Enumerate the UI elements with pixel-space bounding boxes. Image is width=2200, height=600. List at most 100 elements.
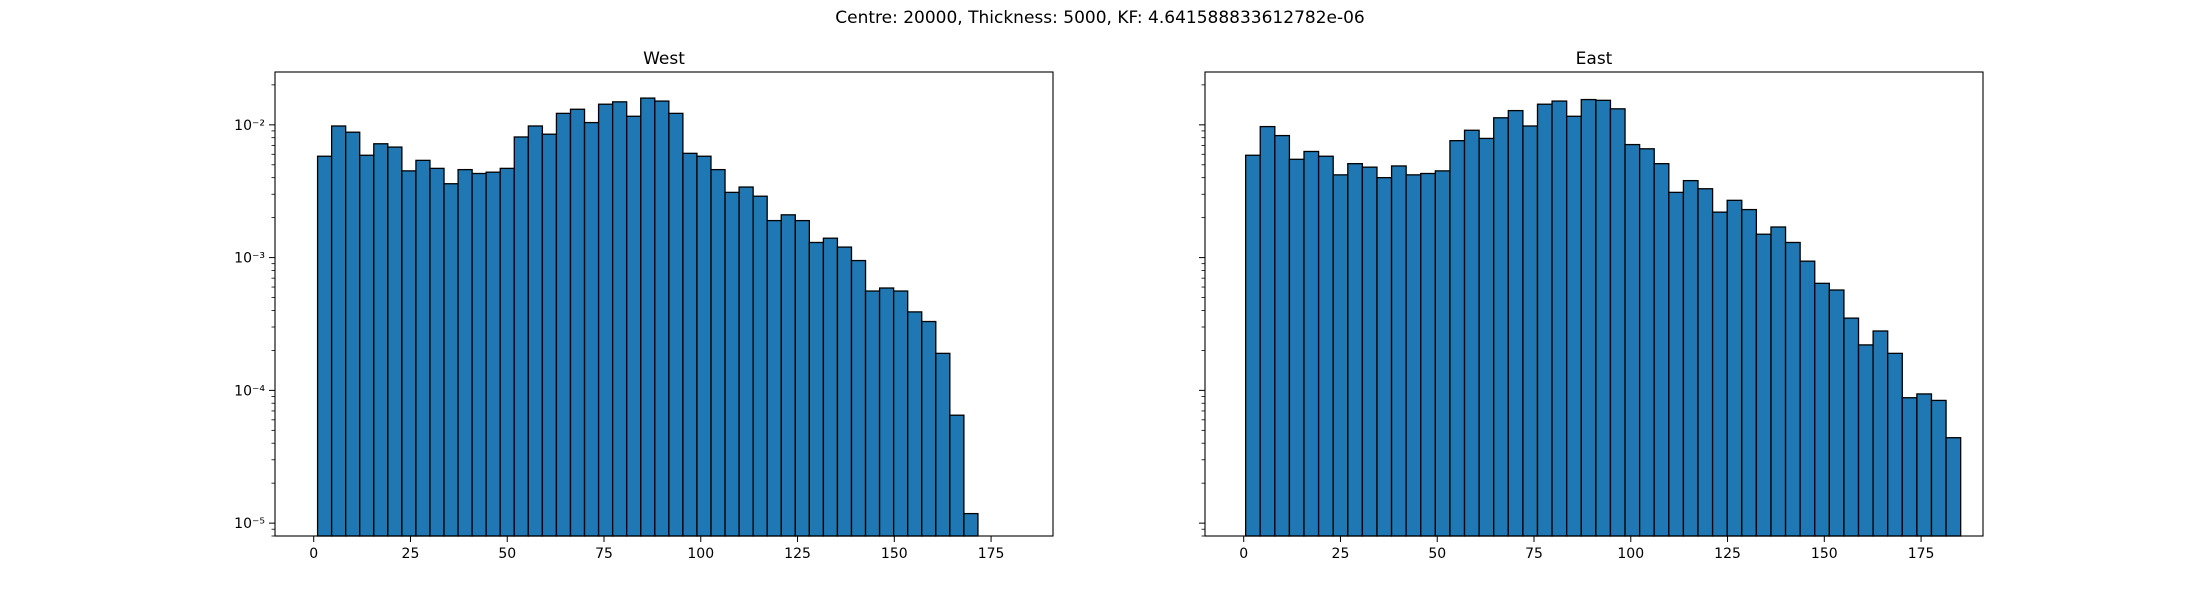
- histogram-bar: [963, 512, 979, 537]
- x-tick-label: 100: [687, 546, 714, 562]
- histogram-bar: [555, 112, 572, 537]
- histogram-bar: [415, 159, 431, 537]
- histogram-bar: [597, 103, 614, 537]
- histogram-bar: [1463, 129, 1480, 537]
- histogram-bar: [1493, 117, 1509, 537]
- histogram-bar: [316, 155, 333, 537]
- x-tick-label: 75: [1525, 546, 1543, 562]
- histogram-bar: [1638, 148, 1655, 537]
- y-tick-label: 10⁻⁴: [234, 383, 265, 399]
- histogram-bar: [541, 133, 558, 537]
- x-tick-label: 25: [1332, 546, 1350, 562]
- histogram-bar: [513, 136, 529, 537]
- histogram-bar: [1259, 125, 1276, 537]
- histogram-bar: [892, 290, 909, 537]
- histogram-bar: [836, 246, 853, 537]
- histogram-bar: [1799, 260, 1816, 537]
- histogram-bar: [1522, 125, 1539, 537]
- histogram-bar: [345, 131, 361, 537]
- histogram-bar: [583, 121, 600, 537]
- histogram-bar: [1420, 172, 1436, 537]
- subplot-west: West 0 25 50 75 100 125 150 175 10⁻⁵ 10⁻⁴ 10⁻³ 10⁻²: [234, 49, 1054, 562]
- histogram-bar: [1595, 99, 1612, 537]
- histogram-bar: [1945, 437, 1962, 537]
- histogram-bar: [1317, 155, 1334, 537]
- histogram-bar: [850, 259, 867, 537]
- histogram-bar: [1901, 397, 1918, 537]
- histogram-bar: [387, 146, 403, 537]
- histogram-bar: [499, 167, 515, 537]
- histogram-bar: [1784, 241, 1801, 537]
- axes-frame: [1204, 71, 1984, 537]
- x-tick-label: 50: [1428, 546, 1446, 562]
- histogram-bar: [1653, 163, 1670, 537]
- histogram-bar: [640, 97, 656, 537]
- histogram-bar: [1288, 158, 1305, 537]
- histogram-bar: [611, 101, 628, 537]
- histogram-bar: [401, 170, 417, 537]
- x-tick-label: 175: [978, 546, 1005, 562]
- histogram-bar: [794, 219, 810, 537]
- histogram-bar: [1551, 100, 1568, 537]
- histogram-bar: [1507, 109, 1524, 537]
- histogram-bar: [527, 125, 544, 537]
- histogram-bar: [1682, 179, 1699, 537]
- histogram-bar: [1376, 177, 1393, 537]
- histogram-bar: [1609, 108, 1626, 537]
- figure-suptitle: Centre: 20000, Thickness: 5000, KF: 4.64…: [835, 8, 1365, 28]
- x-tick-label: 25: [402, 546, 420, 562]
- subplot-east: East 0 25 50 75 100 125 150 175: [1199, 49, 1984, 562]
- histogram-bar: [1697, 188, 1714, 537]
- histogram-bar: [1828, 289, 1845, 537]
- histogram-bar: [1536, 103, 1553, 537]
- histogram-bar: [780, 214, 796, 537]
- histogram-bar: [907, 311, 923, 537]
- histogram-bar: [1857, 344, 1874, 537]
- histogram-bar: [668, 112, 684, 537]
- histogram-bar: [1770, 226, 1787, 537]
- y-tick-label: 10⁻²: [234, 118, 265, 134]
- y-tick-label: 10⁻⁵: [234, 516, 265, 532]
- histogram-bar: [1449, 140, 1466, 537]
- histogram-bar: [1580, 98, 1597, 537]
- x-tick-label: 125: [784, 546, 811, 562]
- histogram-bar: [682, 152, 698, 537]
- histogram-bar: [1711, 211, 1728, 537]
- histogram-bar: [1930, 399, 1947, 537]
- x-tick-label: 100: [1617, 546, 1644, 562]
- histogram-bar: [766, 219, 782, 537]
- histogram-bar: [1843, 317, 1860, 537]
- histogram-bar: [1244, 154, 1261, 537]
- histogram-bar: [330, 125, 347, 537]
- histogram-bar: [626, 115, 642, 537]
- histogram-bar: [471, 172, 487, 537]
- histogram-bar: [738, 186, 754, 537]
- histogram-bar: [1755, 233, 1772, 537]
- histogram-bar: [1872, 330, 1889, 537]
- histogram-bar: [822, 237, 839, 537]
- histogram-bar: [1347, 163, 1364, 537]
- histogram-bar: [1726, 199, 1743, 537]
- x-tick-label: 50: [498, 546, 516, 562]
- x-tick-label: 175: [1908, 546, 1935, 562]
- histogram-bar: [1405, 174, 1422, 537]
- histogram-bar: [373, 143, 389, 537]
- histogram-bar: [949, 414, 965, 537]
- histogram-bar: [724, 191, 740, 537]
- histogram-bar: [878, 287, 895, 537]
- histogram-bar: [1916, 393, 1933, 537]
- histogram-bar: [654, 100, 670, 537]
- x-tick-label: 150: [881, 546, 908, 562]
- histogram-bar: [1274, 134, 1291, 537]
- x-tick-label: 75: [595, 546, 613, 562]
- panel-title: East: [1576, 49, 1613, 69]
- histogram-bar: [485, 171, 501, 537]
- histogram-bar: [864, 290, 881, 537]
- x-tick-label: 150: [1811, 546, 1838, 562]
- histogram-bar: [1668, 191, 1685, 537]
- histogram-bar: [443, 183, 459, 537]
- histogram-bar: [1303, 150, 1320, 537]
- histogram-bar: [1566, 115, 1582, 537]
- histogram-bar: [1887, 352, 1903, 537]
